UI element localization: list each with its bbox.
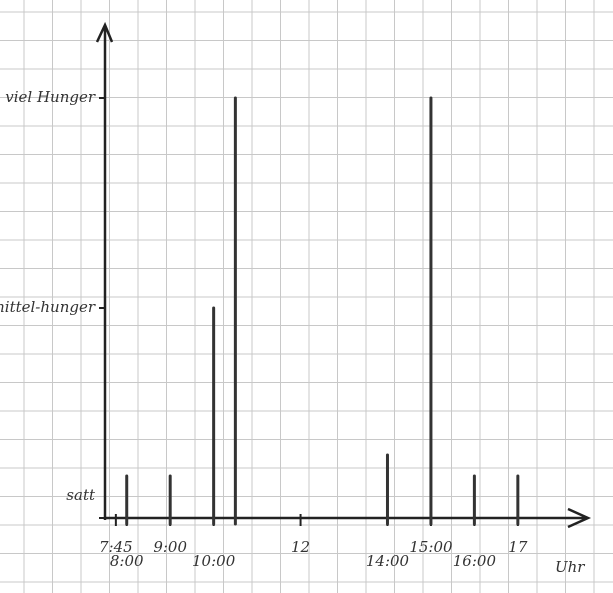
x-tick-label: 9:00 [153, 538, 187, 556]
x-tick-label: 12 [291, 538, 310, 556]
y-tick-label: mittel-hunger [0, 298, 96, 316]
x-tick-label: 7:45 [99, 538, 133, 556]
y-tick-label: satt [66, 486, 96, 504]
y-tick-label: viel Hunger [5, 88, 96, 106]
x-axis-title: Uhr [555, 558, 585, 576]
x-tick-label: 15:00 [409, 538, 453, 556]
x-tick-label: 16:00 [453, 552, 497, 570]
y-axis [95, 21, 114, 520]
x-axis [105, 507, 592, 529]
x-tick-label: 10:00 [192, 552, 236, 570]
x-tick-label: 17 [508, 538, 528, 556]
x-tick-label: 14:00 [366, 552, 410, 570]
x-tick-label: 8:00 [110, 552, 144, 570]
